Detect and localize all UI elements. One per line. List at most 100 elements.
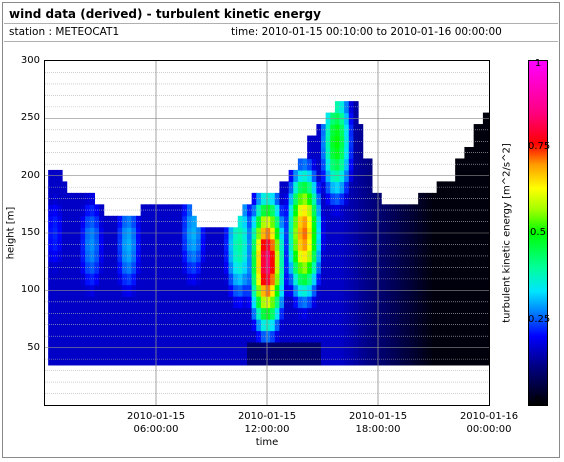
heatmap-cell	[205, 353, 211, 366]
heatmap-cell	[136, 238, 142, 251]
heatmap-cell	[316, 158, 322, 171]
heatmap-cell	[302, 330, 308, 343]
heatmap-cell	[256, 284, 262, 297]
heatmap-cell	[316, 284, 322, 297]
heatmap-cell	[219, 319, 225, 332]
heatmap-cell	[186, 261, 193, 274]
heatmap-cell	[418, 296, 424, 309]
heatmap-cell	[450, 261, 456, 274]
heatmap-cell	[219, 227, 225, 240]
heatmap-cell	[427, 296, 433, 309]
heatmap-cell	[71, 250, 77, 263]
heatmap-cell	[214, 330, 220, 343]
heatmap-cell	[362, 330, 368, 343]
heatmap-cell	[455, 284, 461, 297]
heatmap-cell	[108, 330, 114, 343]
heatmap-cell	[274, 353, 280, 366]
heatmap-cell	[75, 227, 82, 240]
heatmap-cell	[432, 330, 438, 343]
heatmap-cell	[66, 319, 72, 332]
heatmap-cell	[385, 250, 391, 263]
heatmap-cell	[274, 330, 280, 343]
heatmap-cell	[94, 261, 100, 274]
heatmap-cell	[265, 284, 271, 297]
heatmap-cell	[140, 250, 146, 263]
heatmap-cell	[339, 124, 345, 137]
heatmap-cell	[293, 215, 299, 228]
heatmap-cell	[325, 204, 331, 217]
heatmap-cell	[274, 192, 280, 205]
x-tick-date: 2010-01-16	[459, 411, 519, 422]
y-tick-label: 150	[20, 227, 40, 238]
heatmap-cell	[385, 330, 391, 343]
heatmap-cell	[270, 353, 276, 366]
heatmap-cell	[413, 296, 419, 309]
heatmap-cell	[256, 273, 262, 286]
heatmap-cell	[478, 296, 484, 309]
heatmap-cell	[75, 319, 82, 332]
heatmap-cell	[177, 330, 183, 343]
heatmap-cell	[288, 296, 294, 309]
heatmap-cell	[136, 319, 142, 332]
heatmap-cell	[339, 319, 345, 332]
heatmap-cell	[85, 192, 91, 205]
heatmap-cell	[149, 296, 156, 309]
heatmap-cell	[307, 158, 313, 171]
heatmap-cell	[325, 307, 331, 320]
heatmap-cell	[473, 238, 479, 251]
heatmap-cell	[487, 330, 489, 343]
heatmap-cell	[260, 319, 267, 332]
heatmap-cell	[344, 101, 350, 114]
heatmap-cell	[200, 353, 206, 366]
heatmap-cell	[89, 319, 95, 332]
heatmap-cell	[191, 307, 197, 320]
heatmap-cell	[427, 215, 433, 228]
heatmap-cell	[321, 147, 327, 160]
heatmap-cell	[390, 319, 396, 332]
heatmap-cell	[136, 273, 142, 286]
heatmap-cell	[57, 296, 63, 309]
heatmap-cell	[62, 238, 68, 251]
heatmap-cell	[191, 238, 197, 251]
heatmap-cell	[288, 181, 294, 194]
heatmap-cell	[418, 353, 424, 366]
heatmap-cell	[103, 330, 109, 343]
heatmap-cell	[334, 192, 341, 205]
heatmap-cell	[297, 273, 304, 286]
heatmap-cell	[256, 353, 262, 366]
heatmap-cell	[358, 296, 364, 309]
heatmap-cell	[399, 204, 405, 217]
heatmap-cell	[450, 192, 456, 205]
heatmap-cell	[422, 319, 428, 332]
heatmap-cell	[432, 250, 438, 263]
heatmap-cell	[256, 204, 262, 217]
heatmap-cell	[219, 284, 225, 297]
heatmap-cell	[371, 261, 378, 274]
heatmap-cell	[297, 238, 304, 251]
heatmap-cell	[186, 330, 193, 343]
heatmap-cell	[117, 238, 123, 251]
heatmap-cell	[122, 273, 128, 286]
heatmap-cell	[330, 238, 336, 251]
heatmap-cell	[358, 238, 364, 251]
heatmap-cell	[279, 353, 285, 366]
heatmap-cell	[334, 296, 341, 309]
heatmap-cell	[482, 227, 489, 240]
heatmap-cell	[408, 215, 415, 228]
heatmap-cell	[186, 250, 193, 263]
heatmap-cell	[399, 284, 405, 297]
heatmap-cell	[237, 319, 243, 332]
heatmap-cell	[478, 250, 484, 263]
heatmap-cell	[325, 215, 331, 228]
heatmap-cell	[260, 330, 267, 343]
heatmap-cell	[274, 296, 280, 309]
heatmap-cell	[270, 296, 276, 309]
heatmap-cell	[247, 319, 253, 332]
heatmap-cell	[362, 261, 368, 274]
heatmap-cell	[237, 227, 243, 240]
heatmap-cell	[163, 250, 169, 263]
heatmap-cell	[450, 250, 456, 263]
heatmap-cell	[112, 330, 119, 343]
heatmap-cell	[334, 124, 341, 137]
heatmap-cell	[122, 215, 128, 228]
